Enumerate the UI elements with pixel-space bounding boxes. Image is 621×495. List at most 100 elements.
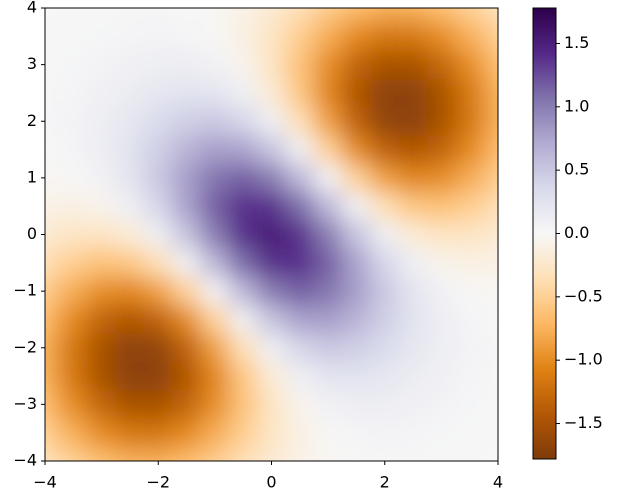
heat-cell [313,21,343,51]
heat-cell [228,418,258,448]
colorbar-tick-label: −1.0 [564,350,603,369]
heat-cell [426,333,456,363]
heat-cell [58,163,88,193]
heat-cell [426,389,456,419]
heat-cell [87,304,117,334]
heat-cell [200,191,230,221]
heat-cell [483,21,498,51]
heat-cell [426,276,456,306]
heat-cell [341,163,371,193]
heat-cell [172,78,202,108]
heat-cell [398,446,428,461]
heat-cell [257,304,286,334]
heat-cell [45,106,60,136]
heat-cell [483,78,498,108]
heat-cell [398,418,428,448]
heat-cell [143,446,173,461]
heat-cell [483,106,498,136]
heat-cell [143,304,173,334]
heat-cell [426,163,456,193]
heat-cell [257,248,286,278]
heat-cell [313,248,343,278]
heat-cell [313,418,343,448]
heat-cell [370,106,400,136]
heat-cell [257,418,286,448]
heat-cell [341,418,371,448]
heat-cell [200,135,230,165]
heat-cell [200,78,230,108]
heat-cell [257,8,286,23]
heat-cell [370,8,400,23]
heat-cell [398,78,428,108]
heat-cell [58,304,88,334]
heat-cell [285,446,315,461]
heat-cell [228,361,258,391]
y-tick-label: −3 [13,394,37,413]
heat-cell [285,276,315,306]
heat-cell [426,78,456,108]
heat-cell [370,418,400,448]
heat-cell [58,50,88,80]
heat-cell [228,78,258,108]
heat-cell [87,163,117,193]
heat-cell [228,446,258,461]
heat-cell [143,333,173,363]
heat-cell [313,389,343,419]
heat-cell [115,446,145,461]
heat-cell [341,191,371,221]
heat-cell [172,389,202,419]
heat-cell [58,220,88,249]
heat-cell [115,106,145,136]
heat-cell [58,78,88,108]
heat-cell [285,248,315,278]
heat-cell [398,163,428,193]
heat-cell [313,50,343,80]
heat-cell [115,191,145,221]
heat-cell [228,106,258,136]
heat-cell [87,248,117,278]
heat-cell [172,163,202,193]
heat-cell [398,248,428,278]
heat-cell [285,220,315,249]
heat-cell [172,248,202,278]
x-tick-label: 0 [266,473,276,492]
heat-cell [426,220,456,249]
heat-cell [172,50,202,80]
heat-cell [115,135,145,165]
heat-cell [455,78,485,108]
heat-cell [285,50,315,80]
heat-cell [228,333,258,363]
heat-cell [257,389,286,419]
heat-cell [341,446,371,461]
heat-cell [285,163,315,193]
heat-cell [45,220,60,249]
heat-cell [313,135,343,165]
heat-cell [285,304,315,334]
heat-cell [483,304,498,334]
heat-cell [398,304,428,334]
heat-cell [455,361,485,391]
heat-cell [115,78,145,108]
heat-cell [115,333,145,363]
heat-cell [341,106,371,136]
heat-cell [87,8,117,23]
heat-cell [483,446,498,461]
heat-cell [45,389,60,419]
heat-cell [257,106,286,136]
heat-cell [87,389,117,419]
heat-cell [172,191,202,221]
heat-cell [257,333,286,363]
heat-cell [200,220,230,249]
colorbar-tick-label: 0.0 [564,223,589,242]
heat-cell [115,276,145,306]
heat-cell [257,21,286,51]
heat-cell [200,21,230,51]
heat-cell [58,361,88,391]
heat-cell [341,276,371,306]
heat-cell [341,361,371,391]
heat-cell [87,106,117,136]
heat-cell [228,191,258,221]
heat-cell [285,78,315,108]
heat-cell [455,389,485,419]
y-tick-label: 3 [27,54,37,73]
